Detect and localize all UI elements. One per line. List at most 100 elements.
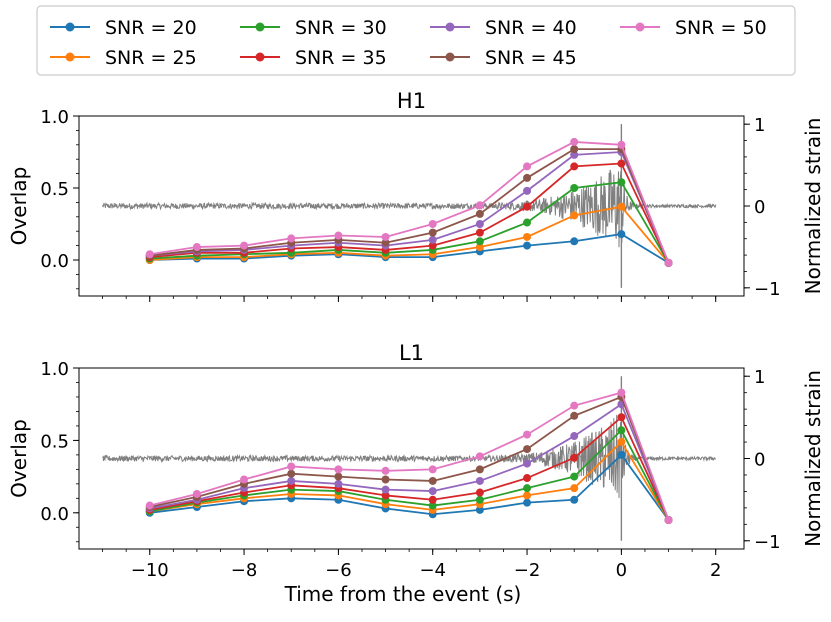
y-tick-label: 0.0: [40, 251, 69, 272]
series-line: [149, 402, 670, 521]
data-point: [381, 238, 390, 247]
data-point: [287, 234, 296, 243]
legend-marker: [255, 52, 265, 62]
data-point: [475, 220, 484, 228]
data-point: [287, 469, 296, 478]
data-point: [475, 488, 484, 497]
legend-label: SNR = 30: [295, 17, 387, 39]
data-point: [617, 437, 626, 446]
x-tick-label: −2: [514, 560, 541, 581]
right-y-tick-label: −1: [754, 279, 781, 300]
data-point: [428, 465, 437, 474]
data-point: [334, 472, 343, 481]
x-tick-label: 2: [710, 560, 721, 581]
data-point: [192, 489, 201, 498]
data-point: [334, 465, 343, 474]
legend-marker: [445, 22, 455, 32]
data-point: [428, 501, 437, 510]
data-point: [428, 487, 437, 496]
legend-marker: [65, 52, 75, 62]
series-line: [149, 148, 670, 264]
right-y-axis-label: Normalized strain: [801, 118, 825, 295]
y-tick-label: 0.0: [40, 504, 69, 525]
data-point: [475, 201, 484, 210]
data-point: [617, 230, 626, 239]
legend-label: SNR = 45: [485, 47, 577, 69]
x-tick-label: −10: [131, 560, 169, 581]
data-point: [617, 202, 626, 211]
data-point: [523, 186, 532, 195]
data-point: [475, 476, 484, 485]
data-point: [428, 476, 437, 485]
data-point: [617, 388, 626, 397]
legend-label: SNR = 50: [675, 17, 767, 39]
y-tick-label: 0.5: [40, 431, 69, 452]
data-point: [240, 241, 249, 250]
data-point: [570, 184, 579, 192]
legend-label: SNR = 20: [105, 17, 197, 39]
data-point: [570, 145, 579, 154]
x-tick-label: −8: [231, 560, 258, 581]
y-tick-label: 1.0: [40, 359, 69, 380]
legend-marker: [635, 22, 645, 32]
data-point: [523, 202, 532, 211]
data-point: [617, 140, 626, 149]
series-line: [149, 395, 670, 521]
y-axis-label: Overlap: [7, 419, 31, 498]
legend-marker: [445, 52, 455, 62]
data-point: [334, 479, 343, 488]
data-point: [523, 445, 532, 454]
right-y-tick-label: −1: [754, 532, 781, 553]
right-y-tick-label: 0: [754, 197, 765, 218]
data-point: [570, 472, 579, 481]
legend-label: SNR = 35: [295, 47, 387, 69]
legend: SNR = 20 SNR = 25 SNR = 30 SNR = 35 SNR = 40…: [36, 5, 796, 76]
series-line: [149, 440, 670, 521]
data-point: [381, 232, 390, 241]
data-point: [523, 241, 532, 250]
data-point: [570, 401, 579, 410]
legend-marker: [65, 22, 75, 32]
data-point: [475, 209, 484, 218]
data-point: [475, 452, 484, 461]
data-point: [428, 495, 437, 504]
data-point: [523, 491, 532, 500]
data-point: [617, 426, 626, 435]
legend-marker: [255, 22, 265, 32]
data-point: [523, 459, 532, 468]
series-line: [149, 233, 670, 264]
data-point: [570, 495, 579, 504]
data-point: [381, 475, 390, 484]
legend-label: SNR = 40: [485, 17, 577, 39]
data-point: [523, 474, 532, 483]
data-point: [287, 462, 296, 471]
y-tick-label: 1.0: [40, 107, 69, 128]
right-y-tick-label: 1: [754, 367, 765, 388]
data-point: [570, 237, 579, 246]
x-tick-label: 0: [616, 560, 627, 581]
data-point: [570, 162, 579, 171]
data-point: [664, 516, 673, 525]
data-point: [617, 413, 626, 422]
y-axis-label: Overlap: [7, 167, 31, 246]
right-y-tick-label: 0: [754, 450, 765, 471]
data-point: [145, 250, 154, 259]
series-line: [149, 205, 670, 264]
series-line: [149, 453, 670, 521]
right-y-tick-label: 1: [754, 115, 765, 136]
panel-title: H1: [397, 89, 426, 113]
data-point: [475, 505, 484, 514]
data-point: [475, 228, 484, 237]
data-point: [475, 465, 484, 474]
data-point: [570, 137, 579, 146]
strain-trace: [102, 169, 717, 248]
data-point: [617, 450, 626, 459]
data-point: [145, 501, 154, 510]
panel-title: L1: [399, 341, 424, 365]
data-point: [617, 178, 626, 187]
right-y-axis-label: Normalized strain: [801, 370, 825, 547]
data-point: [475, 495, 484, 504]
data-point: [523, 173, 532, 182]
